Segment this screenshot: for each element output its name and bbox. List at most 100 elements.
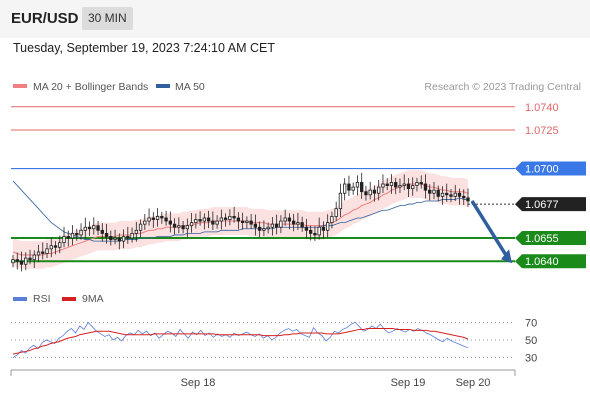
candles — [11, 172, 470, 272]
candle-52 — [232, 206, 236, 223]
candle-19 — [92, 217, 96, 235]
candle-58 — [257, 221, 262, 238]
candle-95 — [415, 177, 419, 192]
rsi-tick-50: 50 — [525, 335, 537, 347]
candle-48 — [215, 215, 219, 229]
rsi-tick-30: 30 — [525, 353, 537, 365]
candle-40 — [181, 221, 185, 234]
candle-30 — [138, 219, 143, 238]
candle-51 — [228, 209, 232, 226]
candle-22 — [104, 223, 109, 244]
candle-79 — [347, 175, 351, 197]
candle-61 — [270, 217, 275, 236]
level-label-3: 1.0655 — [525, 233, 559, 245]
candle-97 — [423, 174, 428, 199]
candle-17 — [83, 217, 87, 239]
candle-99 — [432, 181, 436, 200]
candle-63 — [279, 215, 283, 234]
candle-62 — [274, 214, 279, 235]
candle-37 — [168, 211, 173, 233]
candle-28 — [130, 227, 134, 243]
candle-4 — [28, 249, 32, 265]
rsi-legend-swatch — [13, 297, 27, 301]
current-price-tag — [515, 197, 586, 212]
candle-83 — [364, 185, 368, 201]
candle-38 — [172, 218, 177, 235]
candle-35 — [160, 211, 164, 224]
level-label-0: 1.0740 — [525, 102, 559, 114]
candle-59 — [262, 220, 266, 237]
forecast-arrow-shaft — [470, 200, 508, 257]
forecast-arrow-head — [501, 249, 512, 264]
candle-60 — [266, 222, 270, 234]
candle-39 — [177, 217, 181, 234]
candle-2 — [19, 251, 24, 272]
candle-47 — [211, 211, 215, 231]
candle-46 — [206, 210, 211, 229]
candle-82 — [360, 172, 364, 199]
candle-64 — [283, 209, 287, 226]
rsi-panel: 70 50 30 — [11, 317, 537, 365]
candle-36 — [164, 210, 168, 226]
candle-12 — [62, 226, 66, 248]
candle-65 — [287, 213, 292, 230]
candle-80 — [351, 182, 355, 195]
candle-21 — [100, 223, 104, 242]
rsi-legend-label: RSI — [33, 293, 51, 305]
forecast-arrow — [470, 200, 512, 264]
timestamp: Tuesday, September 19, 2023 7:24:10 AM C… — [13, 41, 275, 55]
candle-86 — [377, 179, 381, 201]
level-label-2: 1.0700 — [525, 164, 559, 176]
candle-100 — [436, 185, 440, 201]
candle-34 — [155, 208, 160, 227]
candle-75 — [330, 211, 334, 229]
level-tag-3 — [515, 231, 586, 246]
candle-54 — [240, 212, 245, 230]
candle-68 — [300, 216, 304, 232]
moving-averages — [12, 180, 469, 256]
candle-89 — [389, 174, 394, 194]
candle-77 — [338, 183, 343, 218]
candle-10 — [53, 241, 58, 255]
ma50-legend-swatch — [156, 84, 170, 88]
rsi-tick-70: 70 — [525, 317, 537, 329]
candle-50 — [223, 213, 228, 227]
candle-90 — [394, 177, 398, 195]
timeframe-button[interactable]: 30 MIN — [82, 7, 133, 30]
candle-85 — [372, 185, 377, 202]
rsi-ma-line — [12, 328, 469, 355]
candle-72 — [317, 217, 321, 240]
candle-11 — [58, 235, 62, 254]
candle-41 — [185, 218, 190, 238]
candle-93 — [406, 178, 411, 197]
candle-76 — [334, 201, 338, 222]
candle-45 — [202, 213, 207, 230]
candle-66 — [291, 213, 296, 232]
candle-23 — [109, 230, 113, 246]
candle-49 — [219, 209, 224, 230]
candle-70 — [308, 225, 313, 241]
header-bar: EUR/USD 30 MIN — [0, 0, 590, 38]
candle-96 — [419, 175, 423, 189]
candle-5 — [32, 250, 36, 268]
ma50-legend-label: MA 50 — [175, 81, 205, 93]
candle-32 — [147, 208, 151, 226]
candle-55 — [245, 216, 249, 229]
candle-73 — [321, 221, 326, 239]
candle-6 — [36, 244, 41, 263]
candle-33 — [151, 212, 155, 228]
candle-67 — [296, 213, 300, 231]
candle-0 — [11, 255, 15, 268]
candle-24 — [113, 229, 117, 245]
candle-105 — [457, 188, 462, 205]
candle-8 — [45, 242, 49, 259]
candle-53 — [236, 212, 241, 230]
candle-74 — [326, 214, 330, 238]
price-labels: 1.0740 1.0725 1.0700 1.0655 1.0640 1.0677 — [515, 102, 586, 269]
rsi-ma-legend-swatch — [62, 297, 76, 301]
candle-1 — [15, 252, 19, 270]
candle-101 — [440, 186, 445, 205]
candle-106 — [462, 189, 466, 205]
candle-91 — [398, 178, 402, 193]
candle-25 — [117, 233, 121, 250]
